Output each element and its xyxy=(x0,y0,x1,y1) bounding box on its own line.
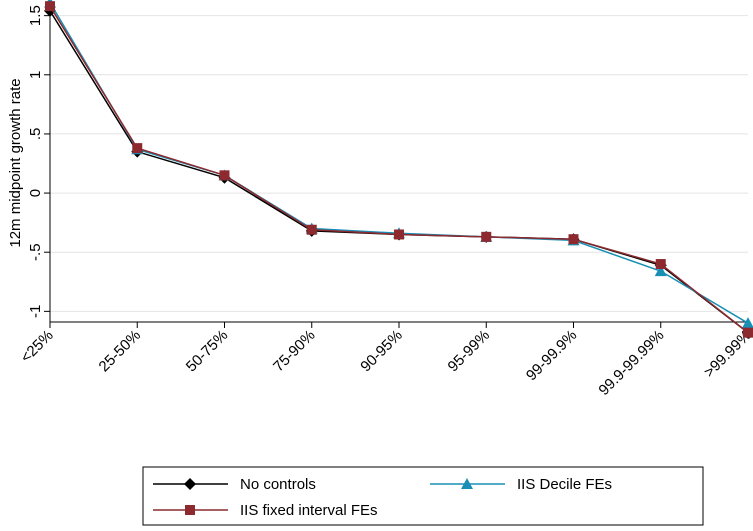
legend-label: IIS fixed interval FEs xyxy=(240,502,378,519)
y-axis-label: 12m midpoint growth rate xyxy=(7,78,24,247)
data-point xyxy=(306,224,317,235)
data-point xyxy=(394,229,404,240)
y-tick-label: 0 xyxy=(27,189,44,197)
data-point xyxy=(481,231,492,242)
x-tick-label: 95-99% xyxy=(444,327,493,376)
legend-marker xyxy=(184,478,196,490)
data-point xyxy=(132,143,143,154)
x-tick-label: <25% xyxy=(17,327,56,366)
x-tick-label: 50-75% xyxy=(183,327,232,376)
x-tick-label: 99.9-99.99% xyxy=(595,327,667,399)
y-tick-label: -1 xyxy=(27,305,44,318)
series-line xyxy=(49,2,749,324)
data-point xyxy=(743,327,753,338)
legend-label: IIS Decile FEs xyxy=(517,476,612,493)
data-point xyxy=(219,170,230,181)
legend-marker xyxy=(461,478,473,489)
x-tick-label: 99-99.9% xyxy=(523,327,580,384)
y-tick-label: 1 xyxy=(27,71,44,79)
data-point xyxy=(742,317,753,329)
y-tick-label: -.5 xyxy=(27,243,44,261)
y-tick-label: .5 xyxy=(27,128,44,141)
data-point xyxy=(654,265,667,277)
legend-marker xyxy=(185,505,195,515)
legend-label: No controls xyxy=(240,476,316,493)
series-line xyxy=(49,5,749,334)
data-point xyxy=(568,234,579,245)
x-tick-label: 25-50% xyxy=(95,327,144,376)
y-tick-label: 1.5 xyxy=(27,5,44,26)
x-tick-label: 75-90% xyxy=(270,327,319,376)
data-point xyxy=(655,259,666,270)
series-line xyxy=(49,10,749,334)
legend-box xyxy=(142,466,704,526)
data-point xyxy=(45,1,55,12)
x-tick-label: 90-95% xyxy=(357,327,406,376)
